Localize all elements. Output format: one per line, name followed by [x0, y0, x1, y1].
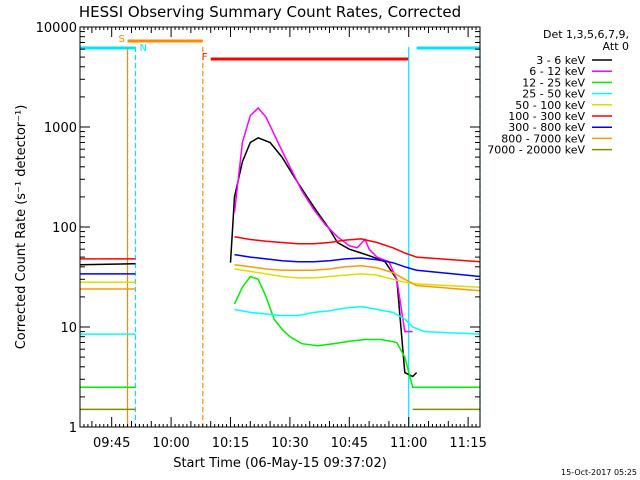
y-axis-title: Corrected Count Rate (s⁻¹ detector⁻¹)	[14, 105, 29, 350]
y-tick-label: 100	[52, 221, 77, 236]
y-tick-label: 1000	[44, 121, 77, 136]
y-tick-label: 10	[60, 321, 77, 336]
series-line	[79, 262, 136, 266]
flag-label-n: N	[139, 43, 146, 54]
y-tick-label: 1	[69, 421, 77, 436]
legend-label: 50 - 100 keV	[515, 99, 585, 112]
legend-label: 12 - 25 keV	[522, 76, 585, 89]
flag-label-s: S	[119, 34, 125, 45]
x-tick-label: 10:15	[212, 436, 249, 451]
legend-label: 25 - 50 keV	[522, 88, 585, 101]
x-tick-label: 10:00	[152, 436, 189, 451]
y-tick-label: 10000	[36, 21, 77, 36]
legend-label: 300 - 800 keV	[508, 121, 585, 134]
footer-timestamp: 15-Oct-2017 05:25	[561, 468, 637, 477]
series-line	[233, 275, 480, 388]
series-line	[234, 268, 481, 288]
series-line	[234, 263, 481, 292]
flag-label-f: F	[202, 52, 208, 63]
x-axis-title: Start Time (06-May-15 09:37:02)	[173, 456, 387, 471]
legend-label: 6 - 12 keV	[529, 65, 585, 78]
x-tick-label: 11:15	[449, 436, 486, 451]
x-tick-label: 10:45	[331, 436, 368, 451]
legend-header-line-1: Det 1,3,5,6,7,9,	[543, 28, 629, 41]
legend-label: 3 - 6 keV	[536, 54, 585, 67]
series-line	[234, 305, 481, 335]
x-tick-label: 09:45	[93, 436, 130, 451]
x-tick-label: 11:00	[390, 436, 427, 451]
series-line	[234, 235, 481, 263]
legend-label: 800 - 7000 keV	[501, 132, 585, 145]
series-line	[234, 253, 481, 278]
x-tick-label: 10:30	[271, 436, 308, 451]
legend-label: 100 - 300 keV	[508, 110, 585, 123]
legend-header-line-2: Att 0	[603, 40, 629, 53]
chart-title: HESSI Observing Summary Count Rates, Cor…	[79, 3, 461, 21]
legend-label: 7000 - 20000 keV	[487, 144, 585, 157]
